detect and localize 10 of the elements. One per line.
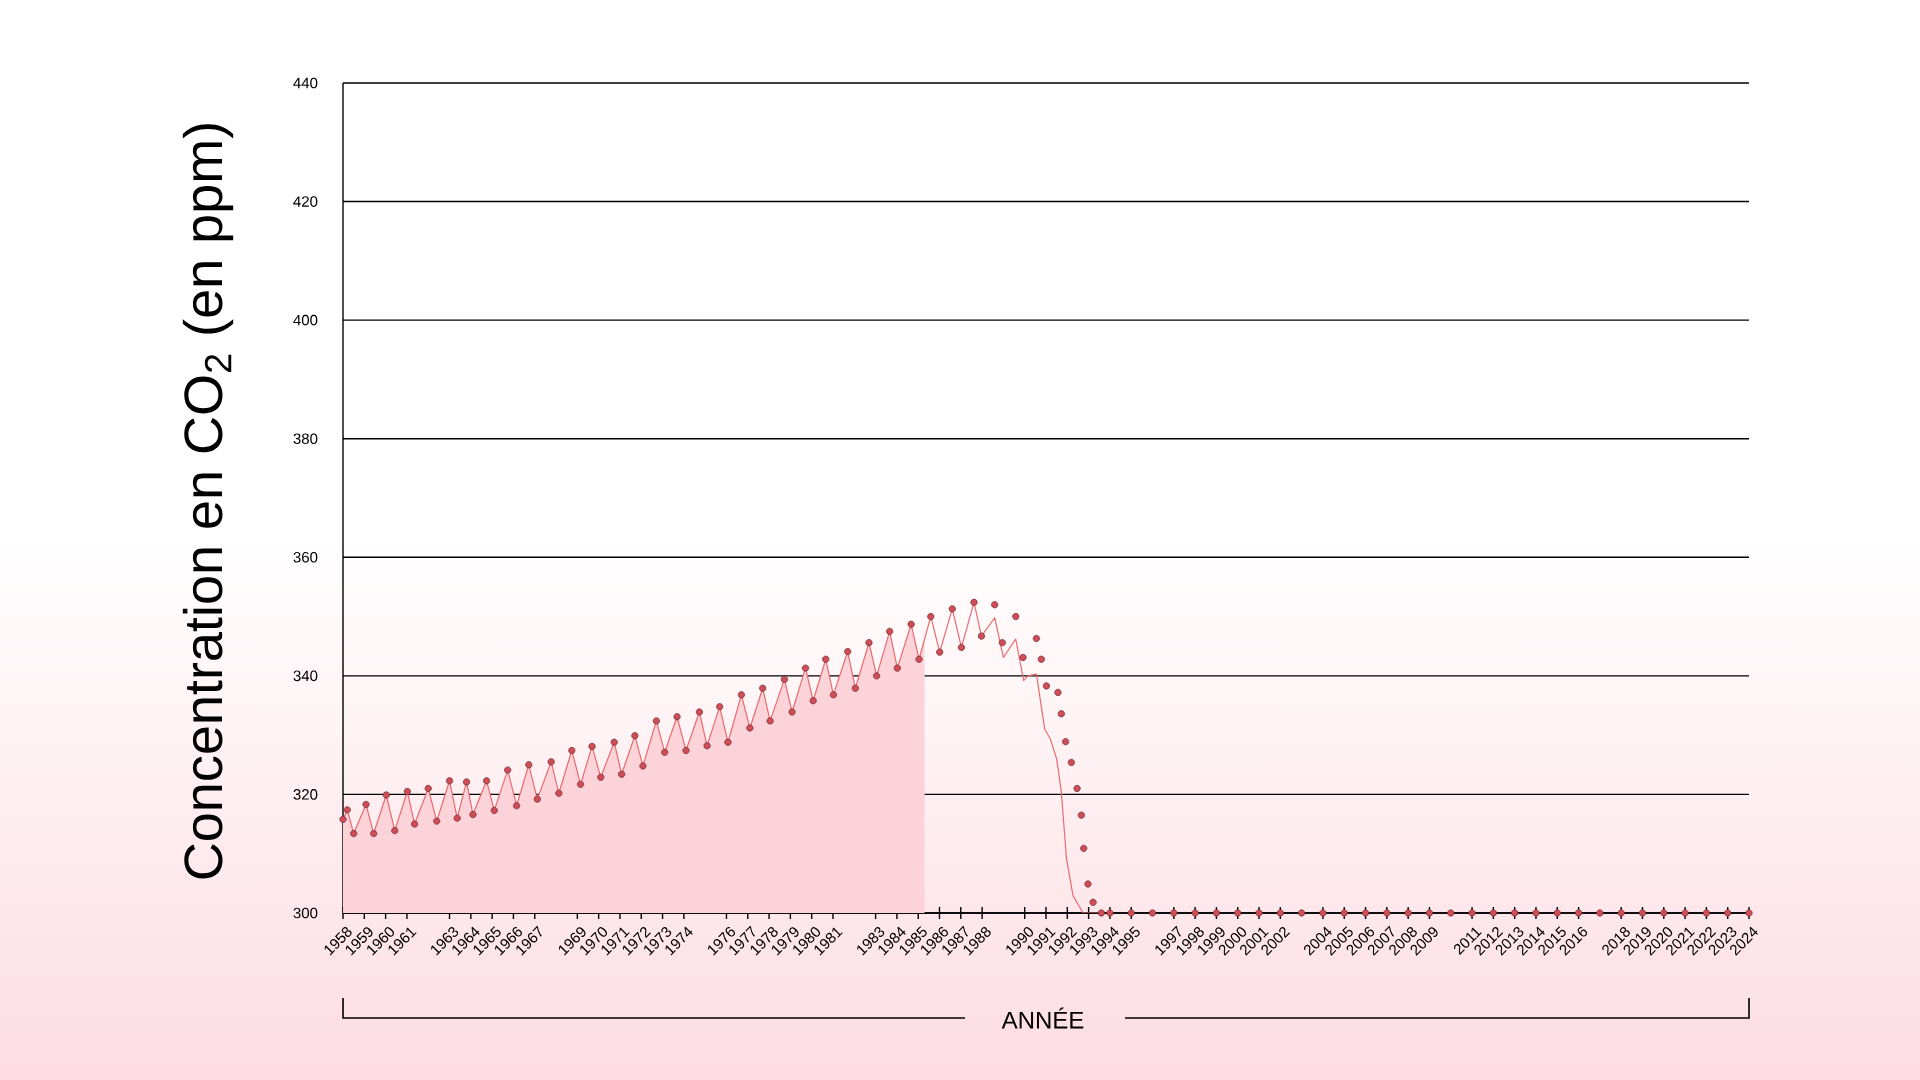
y-tick-label: 300 [293,907,318,919]
y-tick-label: 420 [293,196,318,207]
y-tick-label: 340 [293,670,318,682]
y-tick-label: 360 [293,551,318,563]
y-tick-label: 440 [293,77,318,89]
y-tick-label: 380 [293,433,318,445]
y-tick-label: 320 [293,789,318,800]
y-tick-label: 400 [293,314,318,326]
y-axis-title: Concentration en CO$_{2}$ (en ppm) [182,124,234,879]
x-axis-title: ANNÉE [1001,1007,1084,1029]
